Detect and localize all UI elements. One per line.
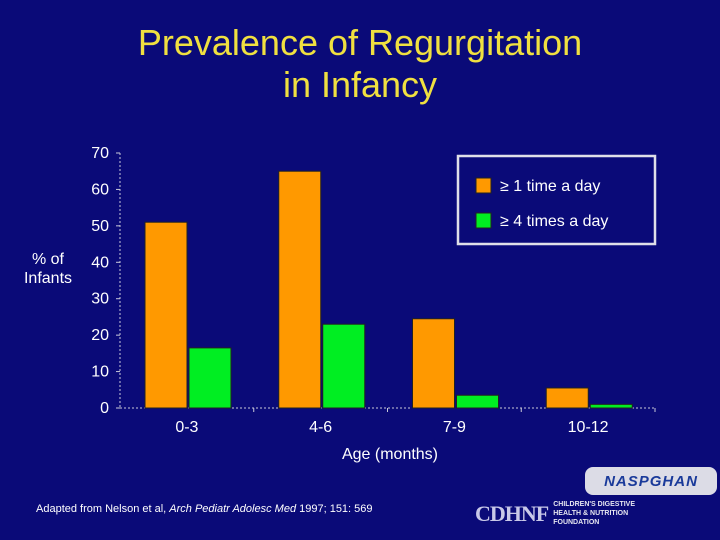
legend-label: ≥ 4 times a day xyxy=(500,213,608,230)
source-suffix: 1997; 151: 569 xyxy=(296,503,373,515)
legend-swatch xyxy=(475,212,492,229)
x-tick-label: 4-6 xyxy=(309,419,332,436)
bar-once-daily xyxy=(545,387,589,409)
cdhnf-logo-line-3: FOUNDATION xyxy=(553,519,600,526)
slide-title: Prevalence of Regurgitation in Infancy xyxy=(0,22,720,106)
legend-swatch xyxy=(475,177,492,194)
bar-four-times-daily xyxy=(188,347,232,409)
bar-once-daily xyxy=(144,221,188,409)
y-tick-label: 70 xyxy=(91,145,109,162)
source-journal: Arch Pediatr Adolesc Med xyxy=(169,503,297,515)
y-tick-label: 20 xyxy=(91,327,109,344)
source-citation: Adapted from Nelson et al, Arch Pediatr … xyxy=(36,503,373,515)
y-tick-label: 40 xyxy=(91,254,109,271)
y-axis-label-line-1: % of xyxy=(31,251,64,268)
cdhnf-logo-line-1: CHILDREN'S DIGESTIVE xyxy=(553,501,636,508)
naspghan-logo-text: NASPGHAN xyxy=(604,472,698,490)
bar-four-times-daily xyxy=(456,394,499,409)
y-axis-label-line-2: Infants xyxy=(23,270,73,287)
title-line-1: Prevalence of Regurgitation xyxy=(137,22,583,63)
legend-label: ≥ 1 time a day xyxy=(500,178,600,195)
y-tick-label: 0 xyxy=(100,400,109,417)
cdhnf-logo-mark: CDHNF xyxy=(475,500,549,526)
x-tick-label: 0-3 xyxy=(175,419,198,436)
y-tick-label: 50 xyxy=(91,218,109,235)
legend-box xyxy=(456,154,657,246)
x-tick-label: 7-9 xyxy=(443,419,466,436)
y-tick-label: 60 xyxy=(91,181,109,198)
bar-four-times-daily xyxy=(322,323,366,409)
naspghan-logo: NASPGHAN xyxy=(585,467,717,495)
bar-once-daily xyxy=(412,318,455,409)
cdhnf-logo-line-2: HEALTH & NUTRITION xyxy=(553,510,629,517)
x-tick-label: 10-12 xyxy=(568,419,609,436)
y-axis-label: % of Infants xyxy=(16,250,80,288)
source-prefix: Adapted from Nelson et al, xyxy=(36,503,170,515)
y-tick-label: 10 xyxy=(91,364,109,381)
title-line-2: in Infancy xyxy=(282,64,438,105)
y-tick-label: 30 xyxy=(91,291,109,308)
bar-four-times-daily xyxy=(589,403,633,409)
bar-once-daily xyxy=(278,170,322,409)
cdhnf-logo-text: CHILDREN'S DIGESTIVE HEALTH & NUTRITION … xyxy=(553,500,635,527)
x-axis-title: Age (months) xyxy=(342,446,438,463)
cdhnf-logo: CDHNF CHILDREN'S DIGESTIVE HEALTH & NUTR… xyxy=(475,500,635,527)
